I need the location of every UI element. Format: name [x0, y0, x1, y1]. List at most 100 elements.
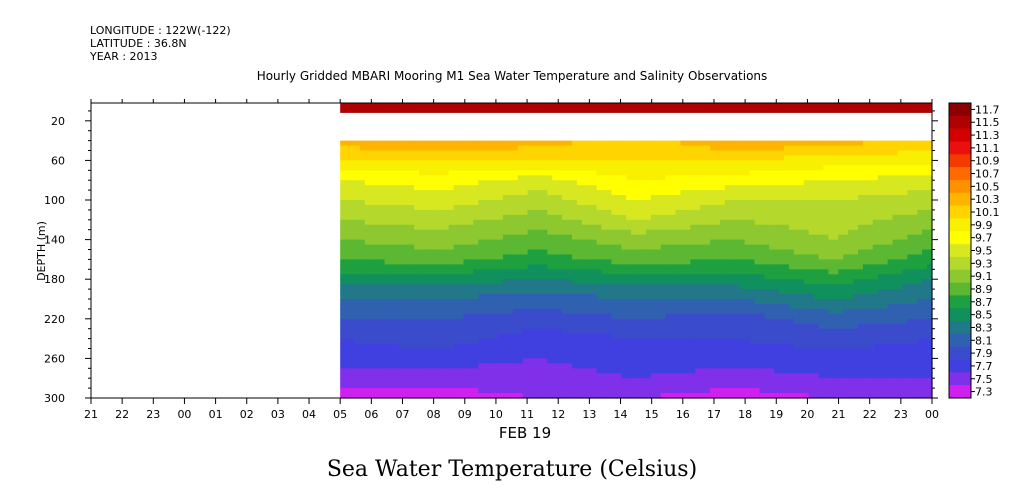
temperature-cell — [769, 308, 775, 315]
temperature-cell — [764, 209, 770, 216]
temperature-cell — [695, 140, 701, 147]
temperature-cell — [774, 200, 780, 206]
temperature-cell — [354, 274, 361, 280]
temperature-cell — [591, 259, 598, 265]
temperature-cell — [478, 234, 484, 241]
temperature-cell — [739, 328, 746, 335]
temperature-cell — [389, 318, 396, 325]
temperature-cell — [621, 254, 627, 261]
temperature-cell — [626, 363, 632, 369]
temperature-cell — [788, 269, 795, 275]
temperature-cell — [340, 185, 346, 191]
temperature-cell — [626, 308, 632, 315]
temperature-cell — [557, 353, 563, 359]
temperature-cell — [759, 284, 765, 290]
temperature-cell — [675, 373, 682, 379]
temperature-cell — [369, 353, 376, 359]
temperature-cell — [724, 269, 731, 275]
temperature-cell — [428, 170, 435, 176]
temperature-cell — [562, 388, 568, 394]
temperature-cell — [705, 303, 711, 310]
temperature-cell — [399, 140, 405, 147]
temperature-cell — [655, 368, 662, 374]
temperature-cell — [428, 348, 435, 355]
temperature-cell — [586, 323, 593, 330]
temperature-cell — [631, 289, 637, 295]
temperature-cell — [552, 150, 558, 157]
temperature-cell — [478, 180, 484, 186]
temperature-cell — [710, 160, 716, 166]
temperature-cell — [779, 244, 785, 251]
temperature-cell — [557, 363, 563, 369]
temperature-cell — [685, 373, 691, 379]
temperature-cell — [498, 269, 504, 275]
temperature-cell — [710, 363, 716, 369]
temperature-cell — [611, 343, 617, 350]
temperature-cell — [369, 323, 376, 330]
temperature-cell — [685, 294, 691, 300]
temperature-cell — [424, 145, 430, 152]
temperature-cell — [675, 368, 682, 374]
temperature-cell — [414, 348, 420, 355]
temperature-cell — [448, 244, 455, 251]
temperature-cell — [522, 269, 529, 275]
temperature-cell — [769, 328, 775, 335]
temperature-cell — [690, 383, 696, 389]
temperature-cell — [793, 264, 800, 270]
temperature-cell — [340, 269, 346, 275]
temperature-cell — [675, 165, 682, 171]
temperature-cell — [591, 145, 598, 152]
temperature-cell — [542, 373, 548, 379]
temperature-cell — [784, 214, 790, 221]
temperature-cell — [734, 333, 741, 340]
temperature-cell — [749, 150, 756, 157]
temperature-cell — [581, 204, 588, 211]
temperature-cell — [571, 200, 578, 206]
temperature-cell — [507, 313, 514, 320]
temperature-cell — [433, 343, 440, 350]
temperature-cell — [374, 209, 381, 216]
temperature-cell — [438, 299, 445, 305]
temperature-cell — [359, 150, 366, 157]
temperature-cell — [483, 170, 489, 176]
temperature-cell — [340, 190, 346, 196]
temperature-cell — [685, 328, 691, 335]
temperature-cell — [749, 219, 756, 226]
temperature-cell — [749, 269, 756, 275]
temperature-cell — [473, 204, 479, 211]
temperature-cell — [399, 299, 405, 305]
temperature-cell — [522, 145, 529, 152]
temperature-cell — [424, 294, 430, 300]
temperature-cell — [389, 378, 396, 384]
temperature-cell — [715, 214, 721, 221]
temperature-cell — [542, 393, 548, 399]
temperature-cell — [665, 393, 672, 399]
temperature-cell — [428, 358, 435, 364]
temperature-cell — [488, 318, 494, 325]
temperature-cell — [389, 358, 396, 364]
temperature-cell — [616, 353, 622, 359]
temperature-cell — [379, 318, 386, 325]
temperature-cell — [359, 140, 366, 147]
temperature-cell — [586, 185, 593, 191]
temperature-cell — [715, 264, 721, 270]
temperature-cell — [719, 383, 726, 389]
temperature-cell — [448, 318, 455, 325]
temperature-cell — [557, 204, 563, 211]
temperature-cell — [507, 249, 514, 256]
temperature-cell — [764, 214, 770, 221]
temperature-cell — [458, 175, 465, 181]
temperature-cell — [567, 185, 573, 191]
temperature-cell — [354, 214, 361, 221]
temperature-cell — [354, 229, 361, 236]
temperature-cell — [784, 328, 790, 335]
temperature-cell — [512, 160, 519, 166]
temperature-cell — [576, 333, 583, 340]
temperature-cell — [690, 348, 696, 355]
temperature-cell — [769, 373, 775, 379]
temperature-cell — [729, 155, 736, 162]
temperature-cell — [660, 313, 667, 320]
temperature-cell — [542, 254, 548, 261]
temperature-cell — [345, 284, 351, 290]
temperature-cell — [749, 209, 756, 216]
